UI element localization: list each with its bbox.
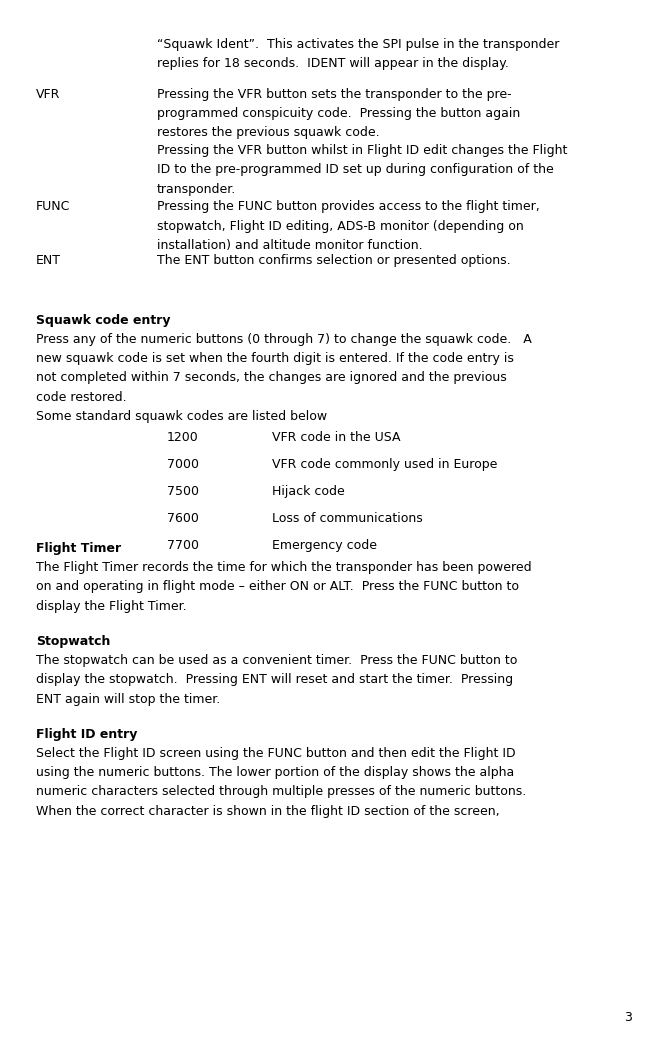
Text: Pressing the FUNC button provides access to the flight timer,: Pressing the FUNC button provides access… [157,200,540,213]
Text: using the numeric buttons. The lower portion of the display shows the alpha: using the numeric buttons. The lower por… [36,767,514,779]
Text: numeric characters selected through multiple presses of the numeric buttons.: numeric characters selected through mult… [36,785,526,798]
Text: The ENT button confirms selection or presented options.: The ENT button confirms selection or pre… [157,254,511,267]
Text: ENT again will stop the timer.: ENT again will stop the timer. [36,693,220,705]
Text: VFR code commonly used in Europe: VFR code commonly used in Europe [272,458,497,470]
Text: Press any of the numeric buttons (0 through 7) to change the squawk code.   A: Press any of the numeric buttons (0 thro… [36,333,532,345]
Text: display the Flight Timer.: display the Flight Timer. [36,600,187,612]
Text: installation) and altitude monitor function.: installation) and altitude monitor funct… [157,239,423,251]
Text: restores the previous squawk code.: restores the previous squawk code. [157,126,380,139]
Text: new squawk code is set when the fourth digit is entered. If the code entry is: new squawk code is set when the fourth d… [36,353,514,365]
Text: display the stopwatch.  Pressing ENT will reset and start the timer.  Pressing: display the stopwatch. Pressing ENT will… [36,674,513,686]
Text: 3: 3 [624,1012,632,1024]
Text: 7500: 7500 [167,485,199,498]
Text: Loss of communications: Loss of communications [272,512,422,525]
Text: Pressing the VFR button whilst in Flight ID edit changes the Flight: Pressing the VFR button whilst in Flight… [157,144,568,156]
Text: 7600: 7600 [167,512,199,525]
Text: Select the Flight ID screen using the FUNC button and then edit the Flight ID: Select the Flight ID screen using the FU… [36,747,515,759]
Text: transponder.: transponder. [157,183,236,195]
Text: replies for 18 seconds.  IDENT will appear in the display.: replies for 18 seconds. IDENT will appea… [157,56,509,70]
Text: 7700: 7700 [167,539,199,552]
Text: code restored.: code restored. [36,390,126,404]
Text: Pressing the VFR button sets the transponder to the pre-: Pressing the VFR button sets the transpo… [157,88,512,100]
Text: Flight Timer: Flight Timer [36,542,121,555]
Text: not completed within 7 seconds, the changes are ignored and the previous: not completed within 7 seconds, the chan… [36,371,507,384]
Text: “Squawk Ident”.  This activates the SPI pulse in the transponder: “Squawk Ident”. This activates the SPI p… [157,38,559,50]
Text: 7000: 7000 [167,458,199,470]
Text: ID to the pre-programmed ID set up during configuration of the: ID to the pre-programmed ID set up durin… [157,163,554,176]
Text: Squawk code entry: Squawk code entry [36,314,170,326]
Text: FUNC: FUNC [36,200,70,213]
Text: 1200: 1200 [167,431,198,443]
Text: on and operating in flight mode – either ON or ALT.  Press the FUNC button to: on and operating in flight mode – either… [36,580,519,593]
Text: Flight ID entry: Flight ID entry [36,728,138,741]
Text: VFR code in the USA: VFR code in the USA [272,431,400,443]
Text: VFR: VFR [36,88,60,100]
Text: ENT: ENT [36,254,61,267]
Text: Some standard squawk codes are listed below: Some standard squawk codes are listed be… [36,410,327,422]
Text: programmed conspicuity code.  Pressing the button again: programmed conspicuity code. Pressing th… [157,106,521,120]
Text: Emergency code: Emergency code [272,539,377,552]
Text: Hijack code: Hijack code [272,485,345,498]
Text: The Flight Timer records the time for which the transponder has been powered: The Flight Timer records the time for wh… [36,561,532,574]
Text: When the correct character is shown in the flight ID section of the screen,: When the correct character is shown in t… [36,805,500,818]
Text: stopwatch, Flight ID editing, ADS-B monitor (depending on: stopwatch, Flight ID editing, ADS-B moni… [157,220,524,233]
Text: Stopwatch: Stopwatch [36,635,111,648]
Text: The stopwatch can be used as a convenient timer.  Press the FUNC button to: The stopwatch can be used as a convenien… [36,654,517,666]
